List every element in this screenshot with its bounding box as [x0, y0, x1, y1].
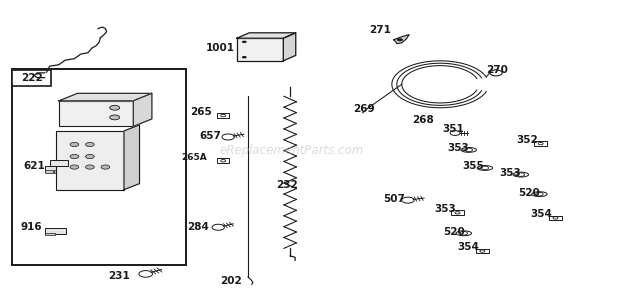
- Text: 353: 353: [500, 168, 521, 178]
- Text: 354: 354: [458, 242, 479, 253]
- Bar: [217, 158, 229, 163]
- Circle shape: [101, 165, 110, 169]
- Polygon shape: [133, 93, 152, 126]
- Bar: [45, 228, 66, 234]
- Circle shape: [110, 105, 120, 110]
- Text: 202: 202: [220, 276, 242, 287]
- Text: 270: 270: [486, 65, 508, 75]
- Bar: [12, 70, 51, 86]
- Text: 507: 507: [383, 194, 405, 204]
- Bar: [12, 69, 186, 265]
- Text: 231: 231: [108, 271, 130, 281]
- Polygon shape: [237, 33, 296, 38]
- Circle shape: [110, 115, 120, 120]
- Text: 269: 269: [353, 104, 375, 114]
- Text: 271: 271: [369, 25, 391, 35]
- Bar: [451, 210, 464, 215]
- Polygon shape: [394, 35, 409, 44]
- Text: 232: 232: [276, 180, 298, 190]
- Text: 351: 351: [443, 124, 464, 134]
- Bar: [50, 160, 68, 166]
- Text: 265: 265: [190, 107, 212, 117]
- Circle shape: [242, 41, 247, 43]
- Circle shape: [70, 142, 79, 147]
- Circle shape: [86, 142, 94, 147]
- Bar: [56, 131, 124, 190]
- Text: 355: 355: [463, 161, 484, 171]
- Text: 657: 657: [200, 131, 221, 141]
- Bar: [45, 233, 55, 235]
- Text: 265A: 265A: [181, 153, 207, 162]
- Bar: [476, 249, 489, 253]
- Bar: [59, 101, 133, 126]
- Text: 353: 353: [434, 204, 456, 214]
- Bar: [45, 170, 53, 173]
- Polygon shape: [59, 93, 152, 101]
- Text: 353: 353: [448, 143, 469, 153]
- Text: eReplacementParts.com: eReplacementParts.com: [219, 144, 363, 157]
- Circle shape: [242, 56, 247, 58]
- Text: 284: 284: [187, 222, 209, 232]
- Text: 222: 222: [20, 73, 43, 83]
- Circle shape: [86, 165, 94, 169]
- Bar: [45, 166, 62, 172]
- Bar: [534, 141, 547, 146]
- Text: 354: 354: [531, 209, 552, 219]
- Bar: [217, 113, 229, 118]
- Bar: [549, 216, 562, 220]
- Circle shape: [70, 165, 79, 169]
- Bar: [54, 170, 62, 173]
- Text: 520: 520: [443, 227, 465, 237]
- Text: 268: 268: [412, 115, 434, 126]
- Text: 520: 520: [518, 188, 540, 198]
- Circle shape: [86, 154, 94, 159]
- Bar: [237, 38, 283, 61]
- Text: 621: 621: [24, 160, 45, 171]
- Text: 916: 916: [20, 222, 42, 232]
- Polygon shape: [124, 125, 140, 190]
- Circle shape: [70, 154, 79, 159]
- Text: 1001: 1001: [206, 42, 235, 53]
- Text: 352: 352: [516, 135, 538, 145]
- Circle shape: [397, 38, 403, 41]
- Polygon shape: [283, 33, 296, 61]
